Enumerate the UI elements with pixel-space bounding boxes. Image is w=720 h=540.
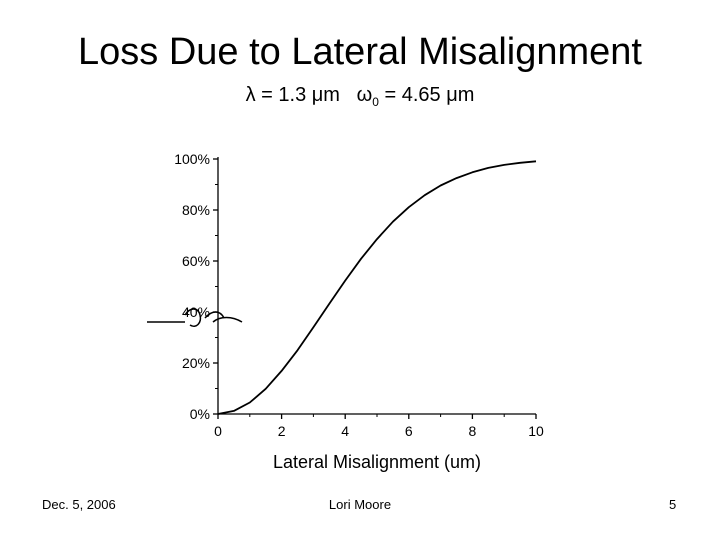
x-tick-label: 2 — [278, 423, 286, 439]
y-tick-label: 80% — [182, 202, 210, 218]
mode-field-radius-value: = 4.65 μm — [378, 84, 475, 106]
footer-date: Dec. 5, 2006 — [42, 497, 116, 512]
slide-title: Loss Due to Lateral Misalignment — [78, 31, 642, 73]
x-tick-label: 4 — [341, 423, 349, 439]
x-tick-label: 8 — [469, 423, 477, 439]
y-tick-label: 100% — [174, 151, 210, 167]
slide-subtitle: λ = 1.3 μm ω0 = 4.65 μm — [0, 82, 720, 115]
omega-symbol: ω — [356, 84, 373, 106]
page-number: 5 — [669, 497, 677, 512]
y-tick-label: 0% — [190, 406, 210, 422]
y-tick-label: 20% — [182, 355, 210, 371]
wavelength-label: λ = 1.3 μm — [245, 84, 340, 106]
x-axis: 0 2 4 6 8 10 — [214, 413, 544, 439]
y-tick-label: 40% — [182, 304, 210, 320]
misaligned-fibers-icon — [147, 308, 243, 327]
footer-author: Lori Moore — [328, 497, 392, 512]
x-tick-label: 0 — [214, 423, 222, 439]
omega-subscript: 0 — [372, 95, 379, 109]
x-axis-title: Lateral Misalignment (um) — [273, 452, 481, 472]
x-tick-label: 10 — [528, 423, 544, 439]
x-tick-label: 6 — [405, 423, 413, 439]
loss-curve — [217, 160, 537, 415]
y-tick-label: 60% — [182, 253, 210, 269]
series-group — [217, 160, 537, 415]
y-axis: 0% 20% 40% 60% 80% 100% — [174, 151, 219, 422]
